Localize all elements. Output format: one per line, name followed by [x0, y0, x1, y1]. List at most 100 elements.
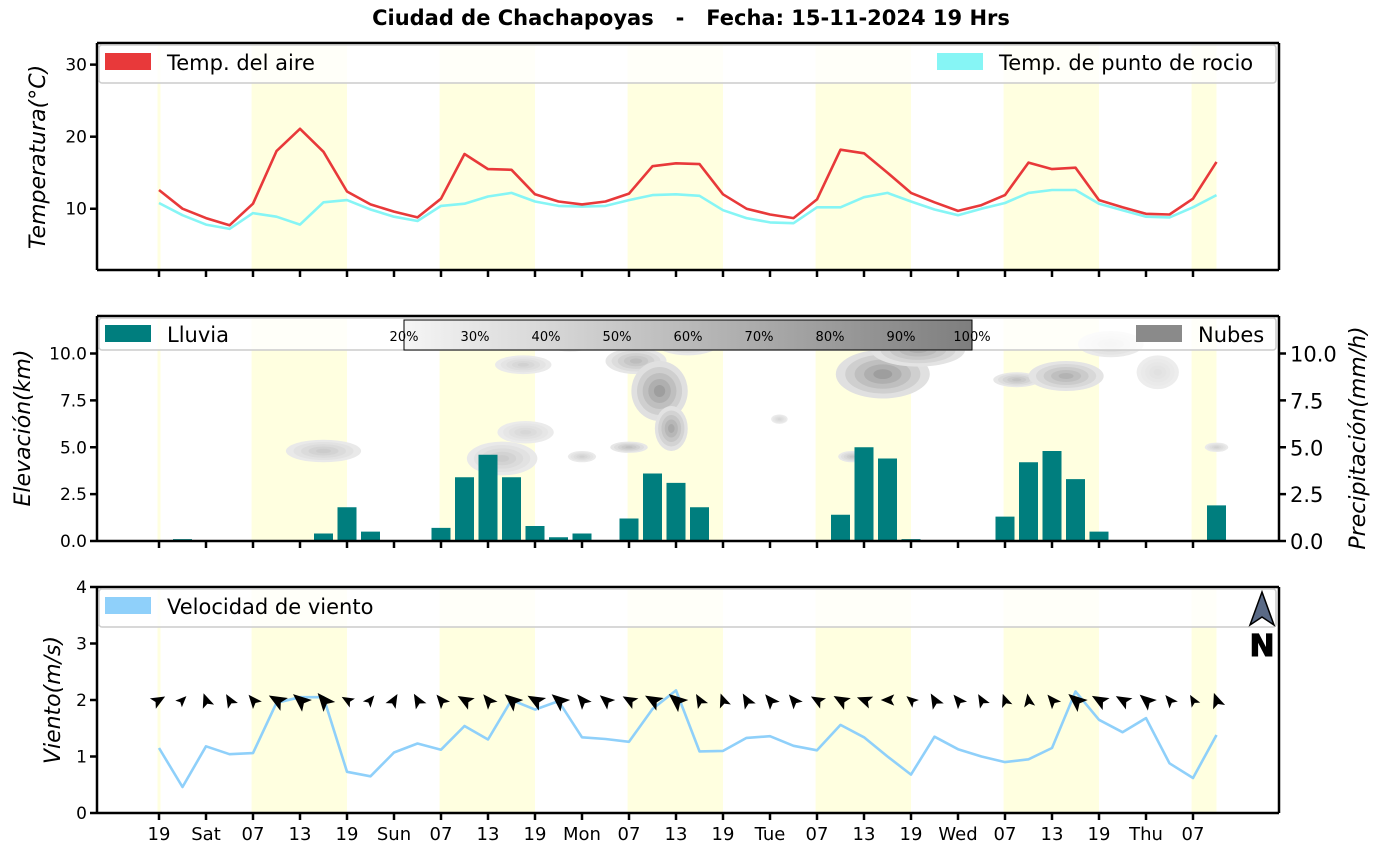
wind-arrow-head	[1068, 693, 1088, 713]
rain-bar	[502, 477, 521, 541]
colorbar-label: 40%	[532, 330, 561, 345]
series-dew-point-line	[158, 188, 1218, 231]
cloud-contour	[495, 455, 510, 462]
cloud-contour	[1214, 446, 1219, 449]
wind-arrow-head	[202, 693, 215, 709]
rain-bar	[314, 533, 333, 541]
wind-arrow	[696, 693, 709, 709]
rain-bar	[525, 526, 545, 541]
wind-arrow-head	[527, 695, 547, 711]
wind-arrow	[622, 696, 639, 710]
wind-arrow	[1190, 694, 1201, 708]
wind-arrow-head	[1190, 694, 1201, 708]
wind-arrow-head	[504, 694, 524, 712]
wind-arrow-head	[1213, 692, 1226, 710]
colorbar-label: 20%	[390, 330, 419, 345]
wind-arrow	[906, 696, 919, 708]
x-tick-label: 13	[665, 824, 688, 845]
rain-bar	[455, 477, 474, 541]
wind-arrow-head	[833, 695, 851, 710]
cloud-contour	[777, 418, 782, 421]
rain-bar	[1089, 531, 1109, 541]
wind-arrow	[1047, 694, 1062, 710]
y2-tick-label: 5.0	[1290, 436, 1323, 460]
y-tick-label: 7.5	[60, 391, 87, 411]
x-tick-label: Thu	[1128, 824, 1163, 845]
colorbar-label: 60%	[674, 330, 703, 345]
wind-arrow	[719, 693, 731, 709]
cloud-contour	[1153, 368, 1162, 376]
wind-arrow	[1002, 693, 1013, 709]
cloud-contour	[1058, 373, 1074, 379]
wind-arrow	[645, 695, 664, 711]
wind-arrow	[413, 693, 427, 710]
legend-swatch	[105, 325, 151, 342]
wind-arrow-head	[413, 693, 427, 710]
daytime-band	[1191, 316, 1217, 541]
wind-arrow-head	[953, 694, 968, 710]
x-tick-label: 07	[618, 824, 641, 845]
wind-arrow-head	[719, 693, 731, 709]
wind-arrow	[436, 694, 451, 710]
wind-arrow	[742, 693, 756, 710]
cloud-blob	[567, 451, 597, 463]
wind-arrow	[226, 694, 238, 709]
wind-arrow	[930, 693, 944, 710]
colorbar-label: 100%	[953, 330, 990, 345]
wind-arrow	[1068, 693, 1088, 713]
page-title: Ciudad de Chachapoyas - Fecha: 15-11-202…	[372, 6, 1010, 30]
wind-arrow	[341, 696, 355, 708]
legend-rain: Lluvia	[105, 323, 229, 347]
wind-arrow	[765, 694, 780, 710]
wind-arrow-head	[226, 694, 238, 709]
legend-dew-point: Temp. de punto de rocio	[937, 51, 1253, 75]
rain-bar	[361, 531, 380, 541]
wind-arrow-head	[1115, 696, 1133, 710]
x-tick-label: Tue	[754, 824, 786, 845]
x-tick-label: 19	[900, 824, 923, 845]
rain-bar	[854, 447, 874, 541]
legend-label: Temp. del aire	[166, 51, 315, 75]
colorbar-label: 30%	[461, 330, 490, 345]
wind-arrow-head	[577, 694, 592, 710]
legend-label: Lluvia	[167, 323, 229, 347]
rain-bar	[666, 482, 686, 541]
rain-bar	[478, 454, 498, 541]
x-tick-label: Mon	[563, 824, 601, 845]
x-tick-label: 13	[477, 824, 500, 845]
y-tick-label: 5.0	[60, 438, 87, 458]
wind-arrow	[856, 696, 874, 709]
y-axis: 0.0 2.5 5.0 7.5 10.0	[49, 345, 97, 552]
north-label: N	[1249, 629, 1274, 664]
wind-arrow	[362, 695, 375, 708]
cloud-blob	[1136, 355, 1179, 390]
wind-arrow-head	[341, 696, 355, 708]
rain-bar	[831, 514, 850, 541]
wind-arrow-head	[248, 694, 262, 709]
legend-label: Velocidad de viento	[167, 595, 373, 619]
wind-arrow-head	[457, 696, 475, 710]
x-tick-label: Sun	[377, 824, 411, 845]
cloud-blob	[654, 406, 688, 451]
wind-arrow-head	[765, 694, 780, 710]
wind-arrow-head	[1165, 695, 1178, 709]
wind-arrow-head	[856, 696, 874, 709]
wind-arrow	[385, 694, 398, 709]
daytime-band	[251, 316, 347, 541]
y-tick-label: 20	[65, 128, 87, 148]
y-tick-label: 4	[76, 578, 87, 598]
x-tick-label: Wed	[938, 824, 977, 845]
wind-arrow-head	[175, 696, 187, 708]
x-tick-label: 13	[289, 824, 312, 845]
y-axis: 10 20 30	[65, 56, 97, 220]
cloud-contour	[1012, 378, 1022, 382]
y-tick-label: 0	[76, 804, 87, 824]
wind-arrow	[527, 695, 547, 711]
wind-arrow	[175, 696, 187, 708]
x-tick-label: 19	[336, 824, 359, 845]
x-tick-label: 07	[806, 824, 829, 845]
cloud-contour	[579, 455, 585, 458]
wind-arrow	[149, 696, 166, 709]
wind-arrow	[1165, 695, 1178, 709]
y-tick-label: 3	[76, 635, 87, 655]
